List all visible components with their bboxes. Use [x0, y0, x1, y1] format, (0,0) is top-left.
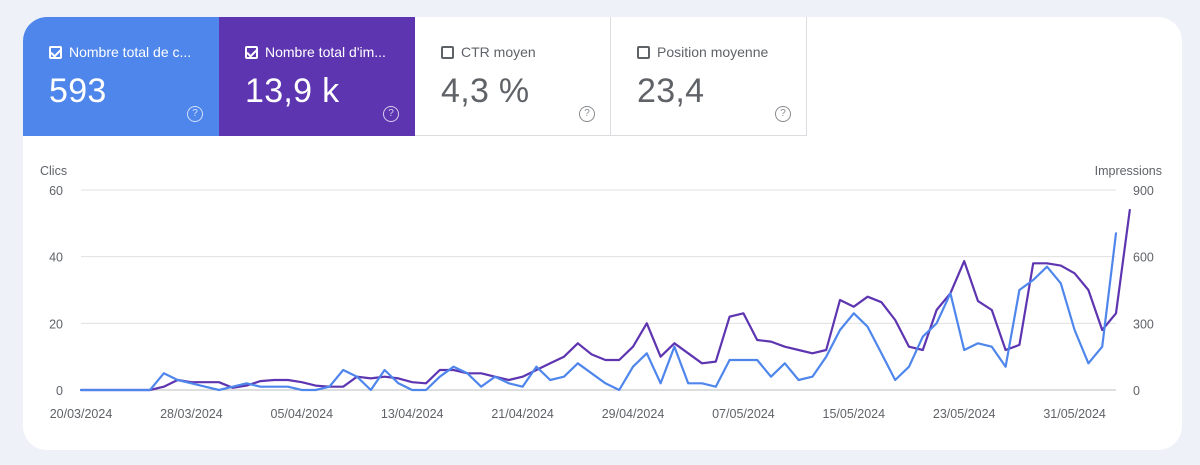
series-lines	[79, 208, 1131, 392]
y-tick-left: 20	[49, 317, 63, 331]
y-tick-right: 0	[1133, 384, 1140, 398]
y-tick-left: 60	[49, 184, 63, 198]
help-icon[interactable]: ?	[187, 106, 203, 122]
metric-card-clicks[interactable]: Nombre total de c... 593 ?	[23, 17, 219, 136]
checkbox-unchecked-icon[interactable]	[637, 45, 650, 59]
metric-head: Nombre total de c...	[49, 44, 205, 60]
checkbox-checked-icon[interactable]	[245, 45, 258, 59]
y-axis-left-label: Clics	[40, 164, 67, 178]
series-line-impressions	[79, 208, 1131, 392]
metric-value: 593	[49, 72, 107, 110]
checkbox-unchecked-icon[interactable]	[441, 45, 454, 59]
performance-card: Nombre total de c... 593 ? Nombre total …	[23, 17, 1182, 450]
help-icon[interactable]: ?	[775, 106, 791, 122]
checkbox-checked-icon[interactable]	[49, 45, 62, 59]
x-tick-label: 23/05/2024	[933, 407, 996, 421]
x-tick-label: 20/03/2024	[50, 407, 113, 421]
help-icon[interactable]: ?	[579, 106, 595, 122]
metric-head: CTR moyen	[441, 44, 596, 60]
y-tick-right: 600	[1133, 251, 1154, 265]
y-tick-right: 900	[1133, 184, 1154, 198]
x-tick-label: 21/04/2024	[491, 407, 554, 421]
y-tick-right: 300	[1133, 317, 1154, 331]
grid	[81, 189, 1116, 391]
x-tick-label: 28/03/2024	[160, 407, 223, 421]
x-tick-label: 05/04/2024	[271, 407, 334, 421]
metric-value: 23,4	[637, 72, 705, 110]
y-tick-left: 40	[49, 251, 63, 265]
axis-ticks: 0 0 20 300 40 600 60 900 20/03/2024 28/03/2024 05/…	[49, 184, 1154, 421]
y-tick-left: 0	[56, 384, 63, 398]
x-tick-label: 13/04/2024	[381, 407, 444, 421]
help-icon[interactable]: ?	[383, 106, 399, 122]
y-axis-right-label: Impressions	[1095, 164, 1162, 178]
metric-card-impressions[interactable]: Nombre total d'im... 13,9 k ?	[219, 17, 415, 136]
metric-card-position[interactable]: Position moyenne 23,4 ?	[611, 17, 807, 136]
x-tick-label: 07/05/2024	[712, 407, 775, 421]
series-line-clics	[79, 232, 1118, 392]
metric-tabs: Nombre total de c... 593 ? Nombre total …	[23, 17, 807, 136]
metric-value: 13,9 k	[245, 72, 340, 110]
metric-value: 4,3 %	[441, 72, 530, 110]
metric-head: Nombre total d'im...	[245, 44, 401, 60]
x-tick-label: 31/05/2024	[1043, 407, 1106, 421]
x-tick-label: 15/05/2024	[823, 407, 886, 421]
performance-chart: Clics Impressions 0 0 20 300 40 600 60 900 20/03…	[40, 164, 1162, 421]
metric-head: Position moyenne	[637, 44, 792, 60]
x-tick-label: 29/04/2024	[602, 407, 665, 421]
metric-card-ctr[interactable]: CTR moyen 4,3 % ?	[415, 17, 611, 136]
